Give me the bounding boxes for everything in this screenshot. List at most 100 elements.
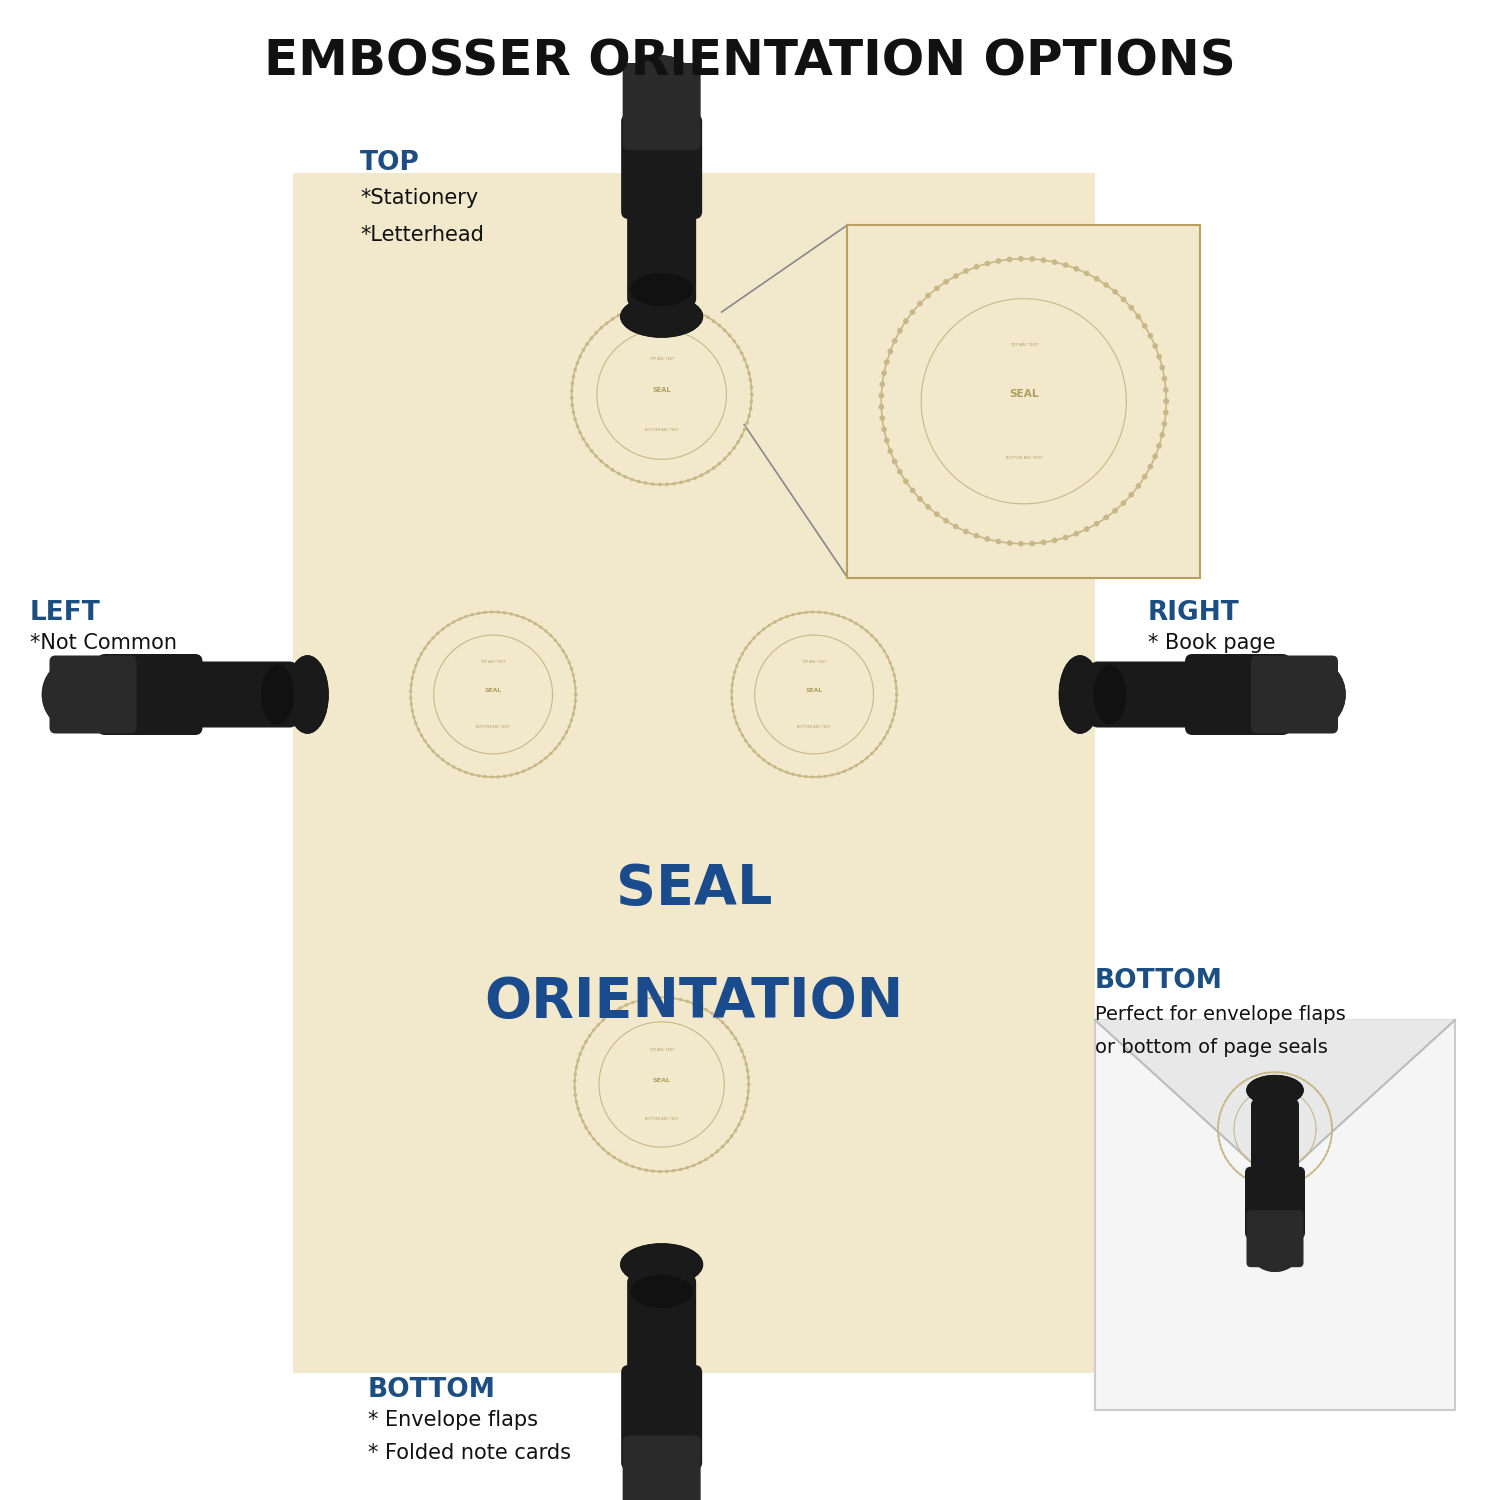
Ellipse shape [984, 536, 990, 542]
Ellipse shape [744, 646, 747, 650]
Ellipse shape [952, 273, 958, 279]
Ellipse shape [261, 664, 294, 724]
Ellipse shape [1162, 387, 1168, 393]
Ellipse shape [1104, 514, 1108, 520]
Ellipse shape [490, 610, 494, 614]
Ellipse shape [1299, 1077, 1302, 1078]
Ellipse shape [926, 292, 932, 298]
Ellipse shape [1268, 1071, 1270, 1074]
Ellipse shape [1220, 1113, 1221, 1114]
Ellipse shape [1260, 1184, 1262, 1185]
Ellipse shape [604, 321, 609, 326]
Text: EMBOSSER ORIENTATION OPTIONS: EMBOSSER ORIENTATION OPTIONS [264, 38, 1236, 86]
FancyBboxPatch shape [1245, 1167, 1305, 1239]
Ellipse shape [736, 1042, 741, 1047]
Ellipse shape [432, 636, 435, 639]
Ellipse shape [1239, 1083, 1242, 1084]
Ellipse shape [1084, 526, 1089, 532]
Ellipse shape [1299, 1179, 1302, 1182]
Ellipse shape [750, 386, 753, 388]
Ellipse shape [730, 696, 734, 699]
Ellipse shape [909, 309, 915, 315]
Ellipse shape [894, 706, 897, 710]
Ellipse shape [735, 722, 738, 724]
Ellipse shape [549, 634, 552, 638]
Ellipse shape [1052, 260, 1058, 266]
Ellipse shape [628, 1473, 694, 1500]
Ellipse shape [608, 1014, 610, 1017]
Ellipse shape [1256, 1074, 1257, 1077]
Ellipse shape [886, 730, 890, 734]
Ellipse shape [747, 1083, 750, 1086]
Ellipse shape [1246, 1076, 1304, 1106]
Ellipse shape [1074, 266, 1078, 272]
Ellipse shape [723, 458, 726, 460]
Ellipse shape [849, 766, 852, 770]
Ellipse shape [1164, 399, 1168, 404]
Ellipse shape [602, 1019, 604, 1022]
Ellipse shape [1156, 354, 1162, 360]
Ellipse shape [1288, 662, 1346, 728]
Ellipse shape [1272, 1185, 1275, 1188]
Ellipse shape [441, 627, 444, 632]
Ellipse shape [585, 1040, 588, 1042]
Ellipse shape [897, 470, 903, 474]
Ellipse shape [744, 1104, 748, 1107]
Ellipse shape [503, 774, 506, 778]
Text: TOP ARC TEXT: TOP ARC TEXT [650, 1048, 675, 1052]
FancyBboxPatch shape [292, 172, 1095, 1372]
FancyBboxPatch shape [627, 141, 696, 306]
Ellipse shape [741, 652, 744, 656]
Ellipse shape [741, 734, 744, 736]
Ellipse shape [728, 452, 732, 456]
Ellipse shape [580, 1119, 585, 1124]
FancyBboxPatch shape [50, 656, 136, 734]
Ellipse shape [483, 776, 486, 778]
Ellipse shape [490, 776, 494, 778]
Ellipse shape [534, 622, 537, 626]
Text: TOP: TOP [360, 150, 420, 176]
Text: ORIENTATION: ORIENTATION [484, 916, 903, 1029]
Ellipse shape [916, 496, 922, 502]
Ellipse shape [1236, 1086, 1238, 1088]
Ellipse shape [916, 300, 922, 306]
Ellipse shape [608, 1152, 610, 1155]
Ellipse shape [1052, 537, 1058, 543]
Ellipse shape [996, 538, 1000, 544]
Ellipse shape [818, 776, 821, 778]
Text: TOP ARC TEXT: TOP ARC TEXT [1010, 344, 1038, 346]
Ellipse shape [1306, 1082, 1310, 1084]
Ellipse shape [879, 416, 885, 422]
Ellipse shape [730, 690, 734, 693]
Ellipse shape [742, 427, 747, 430]
Ellipse shape [1059, 656, 1101, 734]
Ellipse shape [1007, 540, 1013, 546]
Ellipse shape [658, 303, 662, 306]
Text: BOTTOM ARC TEXT: BOTTOM ARC TEXT [645, 427, 678, 432]
Ellipse shape [1230, 1092, 1232, 1095]
Ellipse shape [420, 652, 423, 656]
Ellipse shape [1246, 1078, 1250, 1080]
Ellipse shape [879, 393, 884, 399]
Ellipse shape [879, 644, 882, 646]
Ellipse shape [699, 474, 703, 477]
Ellipse shape [644, 304, 648, 307]
Ellipse shape [726, 1026, 729, 1029]
Ellipse shape [874, 747, 878, 750]
Ellipse shape [686, 1166, 688, 1170]
Ellipse shape [837, 614, 840, 618]
FancyBboxPatch shape [132, 662, 297, 728]
Ellipse shape [616, 472, 621, 476]
Ellipse shape [1094, 664, 1126, 724]
Ellipse shape [884, 438, 890, 444]
Ellipse shape [892, 712, 896, 716]
Ellipse shape [1330, 1137, 1332, 1140]
Text: Perfect for envelope flaps: Perfect for envelope flaps [1095, 1005, 1346, 1025]
Ellipse shape [1290, 1182, 1293, 1185]
Ellipse shape [1218, 1136, 1219, 1137]
Text: TOP ARC TEXT: TOP ARC TEXT [650, 357, 675, 362]
Ellipse shape [680, 998, 682, 1002]
Ellipse shape [750, 393, 753, 396]
Ellipse shape [1317, 1090, 1318, 1094]
Text: * Book page: * Book page [1148, 633, 1275, 652]
